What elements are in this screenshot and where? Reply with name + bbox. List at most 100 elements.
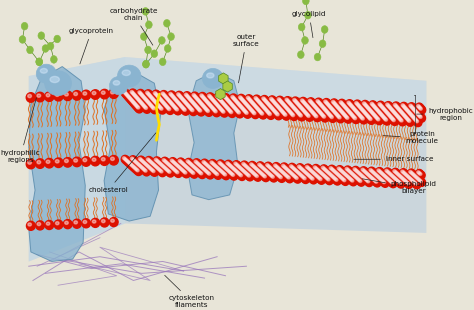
Ellipse shape — [390, 116, 393, 119]
Ellipse shape — [383, 116, 390, 124]
Ellipse shape — [333, 110, 336, 113]
Ellipse shape — [197, 108, 205, 116]
Ellipse shape — [346, 174, 353, 182]
Ellipse shape — [261, 166, 264, 169]
Ellipse shape — [213, 109, 217, 112]
Ellipse shape — [215, 165, 223, 173]
Ellipse shape — [162, 158, 170, 166]
Ellipse shape — [287, 100, 295, 108]
Ellipse shape — [338, 168, 341, 171]
Ellipse shape — [287, 169, 290, 172]
Ellipse shape — [135, 161, 137, 164]
Ellipse shape — [323, 168, 331, 175]
Ellipse shape — [272, 108, 279, 116]
Ellipse shape — [337, 173, 340, 176]
Ellipse shape — [383, 108, 390, 116]
Ellipse shape — [351, 179, 354, 182]
Polygon shape — [188, 71, 240, 200]
Ellipse shape — [275, 104, 283, 112]
Ellipse shape — [305, 104, 308, 106]
Ellipse shape — [400, 102, 408, 110]
Ellipse shape — [155, 159, 163, 166]
Ellipse shape — [100, 218, 109, 227]
Ellipse shape — [245, 103, 253, 111]
Ellipse shape — [233, 98, 237, 101]
Ellipse shape — [280, 170, 283, 172]
Ellipse shape — [411, 107, 415, 110]
Ellipse shape — [346, 168, 354, 176]
Ellipse shape — [309, 109, 317, 117]
Ellipse shape — [182, 108, 185, 110]
Ellipse shape — [339, 168, 346, 176]
Ellipse shape — [343, 172, 351, 180]
Ellipse shape — [256, 100, 260, 102]
Ellipse shape — [339, 169, 342, 172]
Ellipse shape — [289, 171, 292, 174]
Ellipse shape — [304, 103, 312, 111]
Ellipse shape — [174, 170, 182, 177]
Ellipse shape — [244, 164, 251, 172]
Ellipse shape — [166, 98, 174, 106]
Ellipse shape — [400, 111, 403, 114]
Ellipse shape — [367, 115, 374, 123]
Ellipse shape — [295, 110, 303, 118]
Ellipse shape — [402, 113, 410, 122]
Ellipse shape — [361, 117, 365, 120]
Ellipse shape — [36, 58, 43, 66]
Ellipse shape — [320, 165, 328, 173]
Ellipse shape — [347, 101, 350, 104]
Ellipse shape — [188, 162, 191, 164]
Ellipse shape — [130, 91, 138, 99]
Ellipse shape — [410, 106, 414, 109]
Ellipse shape — [187, 160, 194, 168]
Ellipse shape — [210, 105, 213, 108]
Ellipse shape — [168, 170, 171, 173]
Ellipse shape — [208, 94, 211, 97]
Ellipse shape — [286, 100, 294, 108]
Ellipse shape — [302, 109, 310, 117]
Ellipse shape — [269, 105, 277, 113]
Ellipse shape — [389, 173, 396, 180]
Ellipse shape — [402, 178, 405, 181]
Ellipse shape — [163, 166, 170, 173]
Ellipse shape — [404, 108, 408, 110]
Ellipse shape — [415, 120, 419, 123]
Ellipse shape — [344, 166, 352, 174]
Ellipse shape — [365, 105, 373, 113]
Ellipse shape — [361, 100, 369, 108]
Ellipse shape — [273, 102, 281, 110]
Ellipse shape — [276, 105, 279, 108]
Ellipse shape — [134, 104, 137, 106]
Ellipse shape — [293, 175, 301, 182]
Ellipse shape — [386, 104, 390, 107]
Ellipse shape — [413, 117, 416, 120]
Ellipse shape — [338, 99, 346, 107]
Ellipse shape — [306, 105, 310, 108]
Ellipse shape — [313, 166, 321, 173]
Ellipse shape — [381, 106, 389, 114]
Ellipse shape — [199, 92, 206, 100]
Ellipse shape — [371, 103, 378, 111]
Ellipse shape — [225, 106, 228, 109]
Ellipse shape — [414, 118, 422, 126]
Ellipse shape — [340, 102, 343, 104]
Ellipse shape — [358, 113, 361, 116]
Ellipse shape — [265, 109, 268, 112]
Ellipse shape — [260, 172, 263, 175]
Ellipse shape — [164, 103, 166, 106]
Ellipse shape — [337, 173, 344, 181]
Ellipse shape — [274, 171, 277, 174]
Ellipse shape — [389, 107, 392, 110]
Ellipse shape — [202, 168, 206, 170]
Ellipse shape — [323, 107, 326, 110]
Ellipse shape — [168, 164, 176, 172]
Ellipse shape — [395, 171, 398, 174]
Ellipse shape — [143, 96, 150, 104]
Ellipse shape — [158, 168, 161, 171]
Ellipse shape — [239, 104, 246, 113]
Ellipse shape — [330, 99, 338, 107]
Ellipse shape — [187, 161, 190, 163]
Ellipse shape — [180, 97, 188, 105]
Ellipse shape — [244, 101, 247, 104]
Ellipse shape — [336, 114, 339, 117]
